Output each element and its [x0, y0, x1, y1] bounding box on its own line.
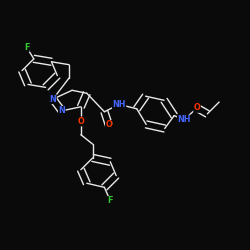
Text: F: F — [24, 42, 29, 51]
Text: N: N — [50, 94, 56, 104]
Text: F: F — [108, 196, 113, 205]
Text: N: N — [58, 106, 65, 116]
Text: O: O — [194, 104, 200, 112]
Text: O: O — [106, 120, 112, 130]
Text: NH: NH — [177, 115, 191, 124]
Text: O: O — [78, 117, 84, 126]
Text: NH: NH — [112, 100, 126, 109]
